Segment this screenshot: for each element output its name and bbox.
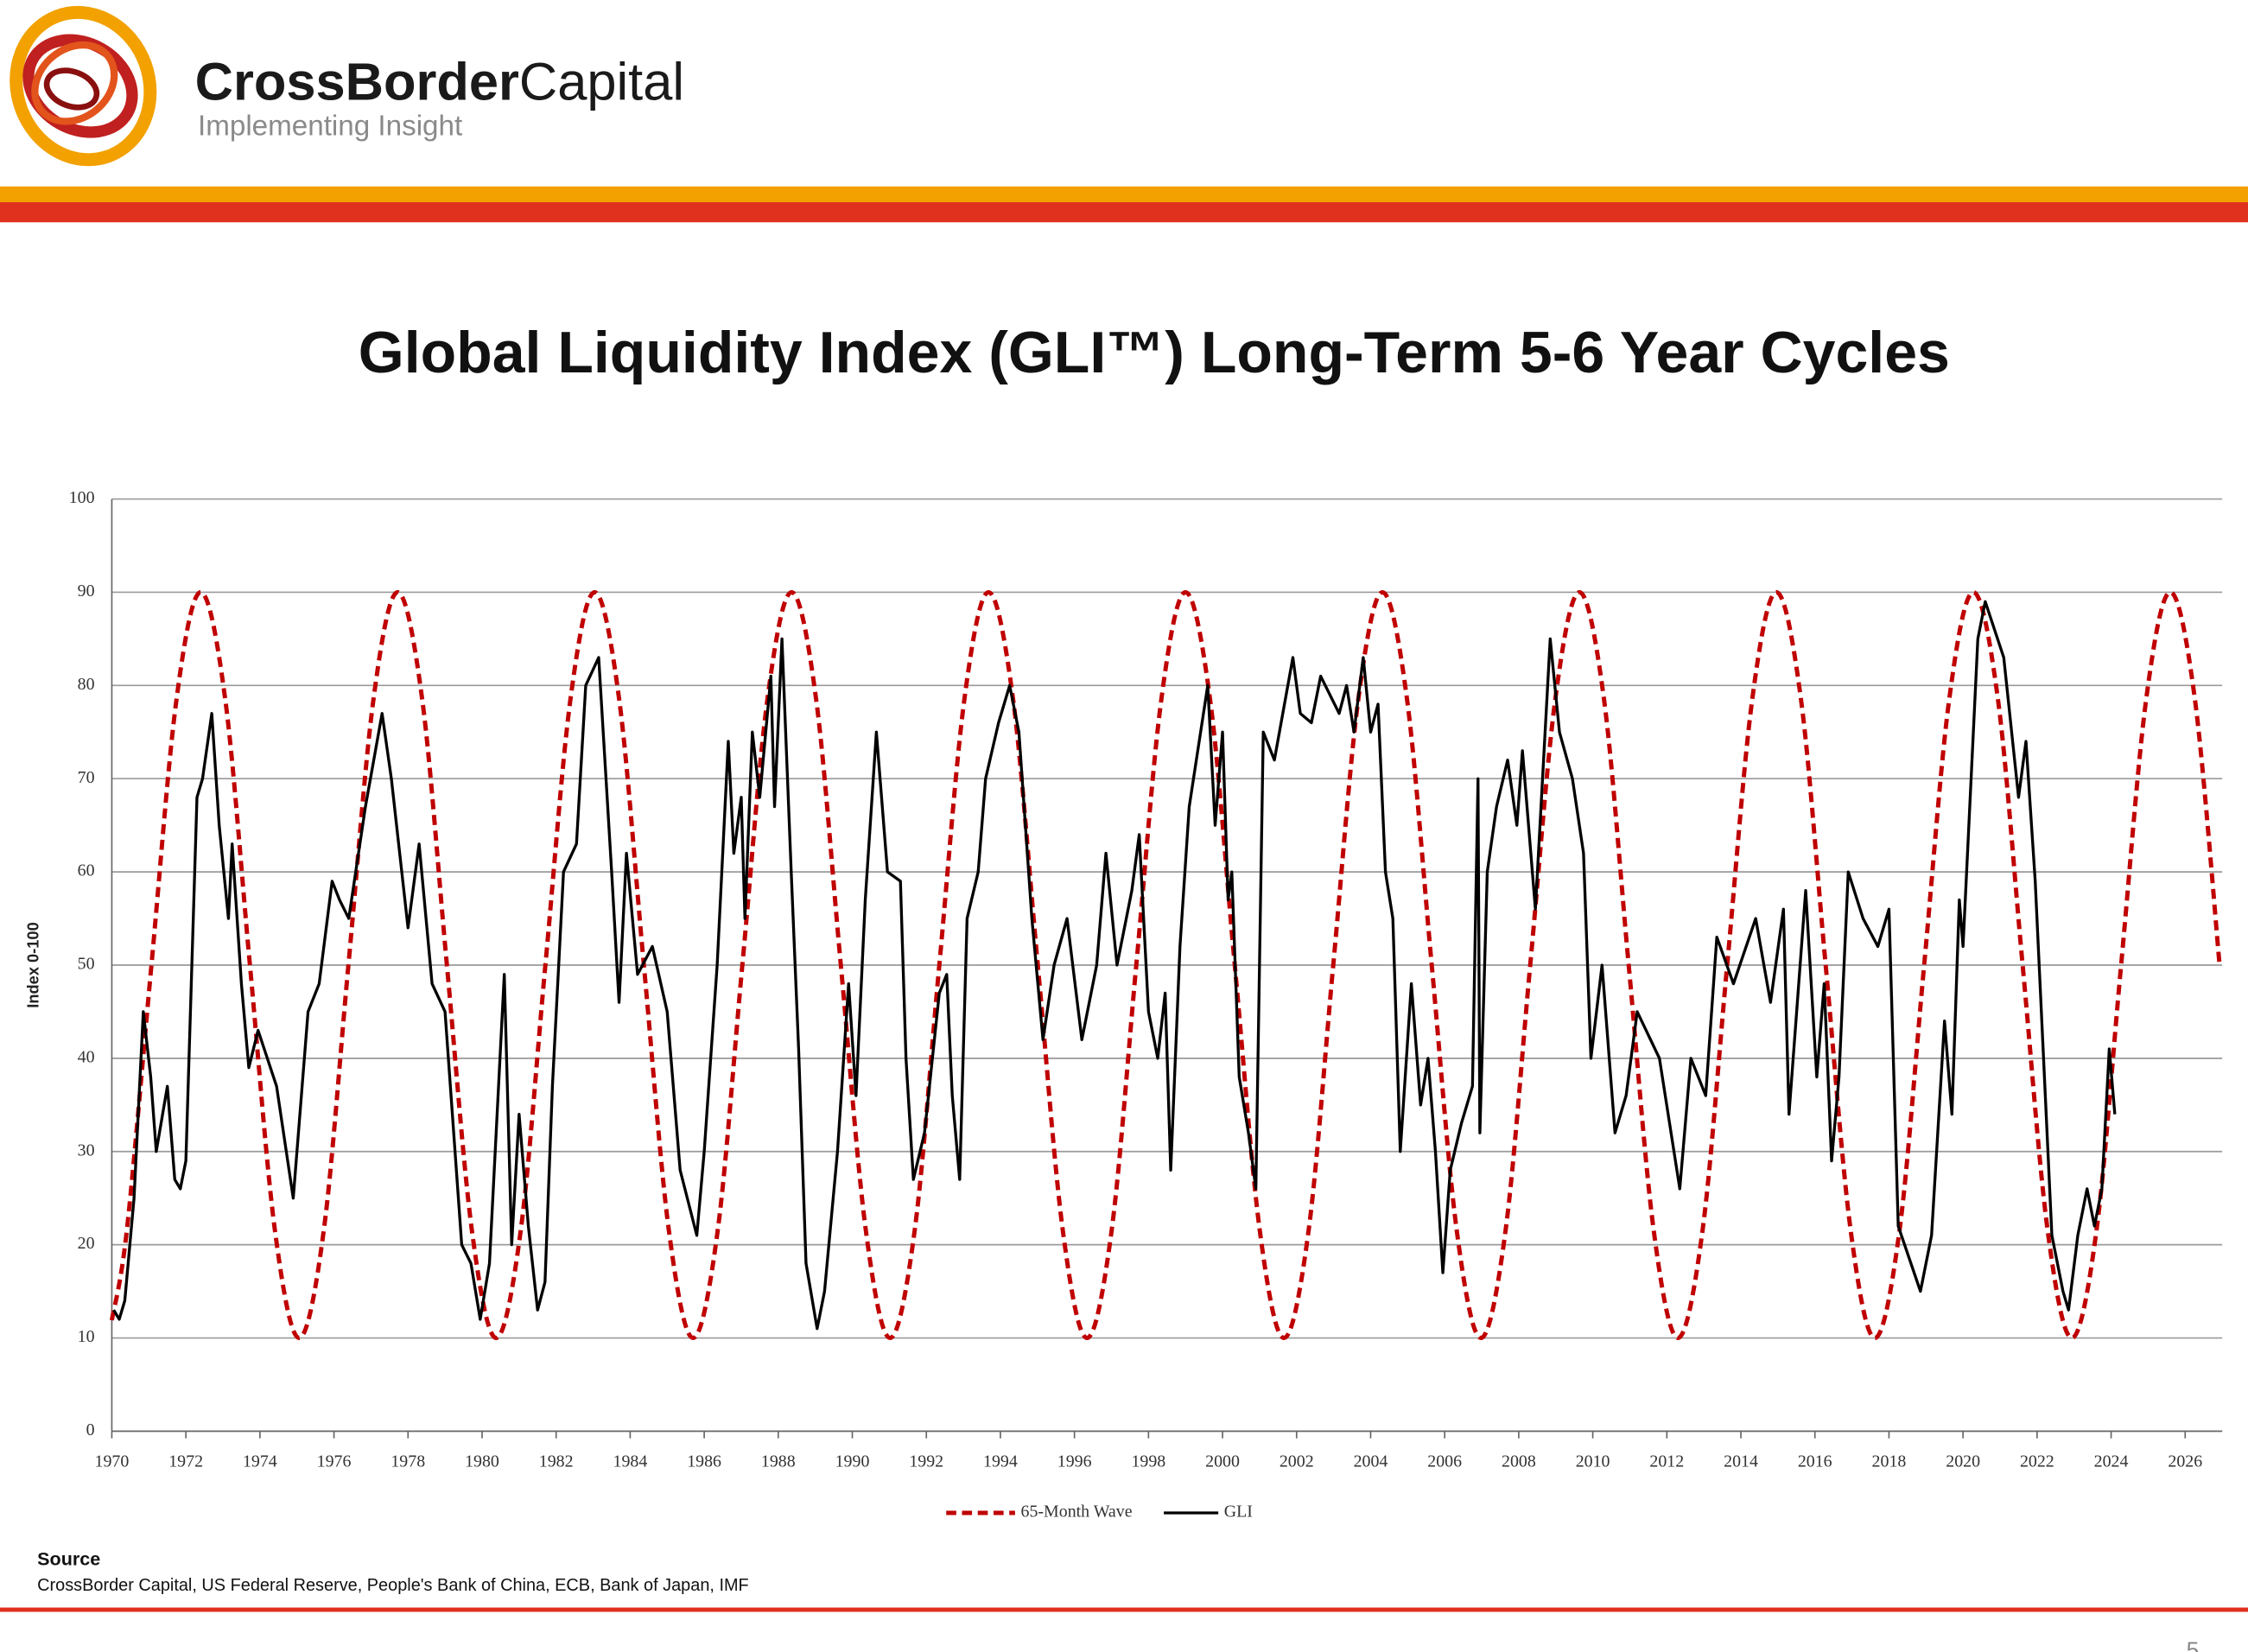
x-tick-label: 2006 (1427, 1452, 1462, 1471)
x-tick-label: 2002 (1280, 1452, 1314, 1471)
x-tick-label: 1996 (1057, 1452, 1092, 1471)
brand-name: CrossBorderCapital (195, 53, 684, 112)
x-tick-label: 1994 (983, 1452, 1018, 1471)
y-tick-label: 80 (78, 675, 95, 694)
brand-bold: CrossBorder (195, 53, 519, 112)
x-tick-label: 1990 (835, 1452, 870, 1471)
y-tick-label: 90 (78, 581, 95, 600)
source-text: CrossBorder Capital, US Federal Reserve,… (37, 1576, 749, 1595)
y-tick-label: 0 (86, 1420, 95, 1439)
header-stripe-red (0, 202, 2248, 223)
x-tick-label: 2000 (1205, 1452, 1240, 1471)
footer-line (0, 1607, 2248, 1612)
y-tick-label: 50 (78, 955, 95, 974)
x-tick-label: 2014 (1724, 1452, 1758, 1471)
x-tick-label: 2004 (1354, 1452, 1388, 1471)
x-tick-label: 1982 (539, 1452, 574, 1471)
x-tick-label: 1972 (168, 1452, 203, 1471)
x-tick-label: 1986 (687, 1452, 721, 1471)
y-tick-label: 60 (78, 861, 95, 880)
plot: 0 10 20 30 40 50 60 70 80 90 100 1970 1972 1974 1976 19… (69, 488, 2223, 1522)
x-tick-label: 1976 (317, 1452, 352, 1471)
x-tick-label: 2016 (1798, 1452, 1832, 1471)
logo (10, 5, 157, 167)
x-tick-label: 2008 (1502, 1452, 1536, 1471)
legend-label: GLI (1224, 1503, 1253, 1522)
y-axis-title: Index 0-100 (24, 922, 42, 1007)
x-tick-label: 1970 (95, 1452, 130, 1471)
x-tick-label: 2022 (2020, 1452, 2054, 1471)
legend-label: 65-Month Wave (1021, 1503, 1133, 1522)
y-tick-label: 30 (78, 1141, 95, 1160)
chart-title: Global Liquidity Index (GLI™) Long-Term … (359, 320, 1950, 385)
y-tick-label: 10 (78, 1327, 95, 1346)
y-tick-label: 70 (78, 768, 95, 787)
x-tick-label: 2026 (2168, 1452, 2202, 1471)
x-tick-label: 2010 (1576, 1452, 1610, 1471)
header-stripe-orange (0, 186, 2248, 203)
x-tick-label: 1980 (465, 1452, 499, 1471)
source-heading: Source (37, 1547, 100, 1569)
x-tick-label: 2012 (1649, 1452, 1684, 1471)
x-tick-label: 1998 (1131, 1452, 1165, 1471)
x-tick-label: 2018 (1872, 1452, 1907, 1471)
tagline: Implementing Insight (198, 110, 462, 142)
brand-light: Capital (519, 53, 684, 112)
y-tick-label: 40 (78, 1047, 95, 1066)
x-tick-label: 1992 (909, 1452, 943, 1471)
x-tick-label: 1974 (243, 1452, 277, 1471)
x-tick-label: 1984 (613, 1452, 647, 1471)
x-tick-label: 2024 (2094, 1452, 2129, 1471)
x-tick-label: 1988 (761, 1452, 796, 1471)
page-number: 5 (2187, 1637, 2200, 1652)
y-tick-label: 100 (69, 488, 95, 507)
x-tick-label: 2020 (1946, 1452, 1980, 1471)
gli-line (112, 600, 2117, 1331)
x-tick-label: 1978 (391, 1452, 425, 1471)
wave-line (109, 589, 2222, 1341)
y-tick-label: 20 (78, 1234, 95, 1253)
